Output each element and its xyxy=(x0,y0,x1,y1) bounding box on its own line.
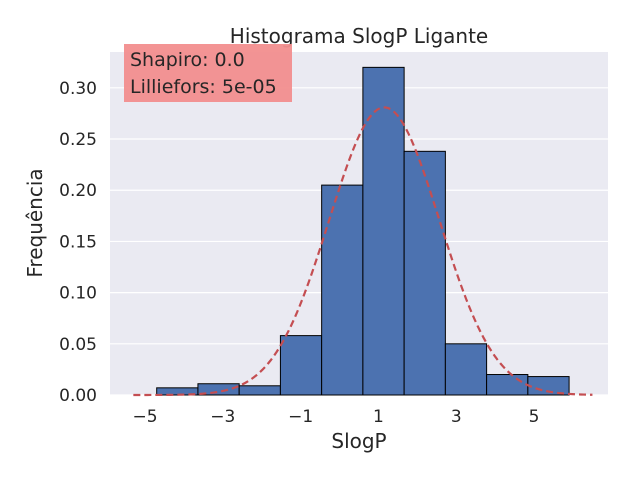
histogram-bar-2 xyxy=(238,385,281,396)
histogram-bar-7 xyxy=(444,343,488,396)
histogram-bar-6 xyxy=(403,150,446,396)
y-tick-label-2: 0.10 xyxy=(59,284,97,304)
x-tick-label-5: 5 xyxy=(529,407,540,427)
x-tick-label-2: −1 xyxy=(288,407,313,427)
histogram-bars xyxy=(156,66,570,396)
histogram-bar-4 xyxy=(321,184,364,396)
y-axis-title: Frequência xyxy=(23,168,47,277)
x-tick-labels: −5 −3 −1 1 3 5 xyxy=(132,407,539,427)
x-tick-label-4: 3 xyxy=(451,407,462,427)
lilliefors-text: Lilliefors: 5e-05 xyxy=(130,76,277,98)
normality-test-box xyxy=(124,44,292,102)
y-tick-label-1: 0.05 xyxy=(59,335,97,355)
y-tick-label-4: 0.20 xyxy=(59,181,97,201)
y-tick-label-5: 0.25 xyxy=(59,130,97,150)
y-tick-label-6: 0.30 xyxy=(59,79,97,99)
x-tick-label-0: −5 xyxy=(132,407,157,427)
y-tick-label-3: 0.15 xyxy=(59,232,97,252)
histogram-bar-5 xyxy=(362,66,405,396)
normal-fit-curve xyxy=(133,106,593,397)
histogram-bar-3 xyxy=(279,335,323,396)
x-tick-label-3: 1 xyxy=(373,407,384,427)
x-tick-label-1: −3 xyxy=(210,407,235,427)
x-axis-title: SlogP xyxy=(331,429,386,453)
y-tick-labels: 0.00 0.05 0.10 0.15 0.20 0.25 0.30 xyxy=(59,79,97,406)
histogram-bar-8 xyxy=(486,374,529,396)
shapiro-text: Shapiro: 0.0 xyxy=(130,49,245,71)
y-tick-label-0: 0.00 xyxy=(59,386,97,406)
